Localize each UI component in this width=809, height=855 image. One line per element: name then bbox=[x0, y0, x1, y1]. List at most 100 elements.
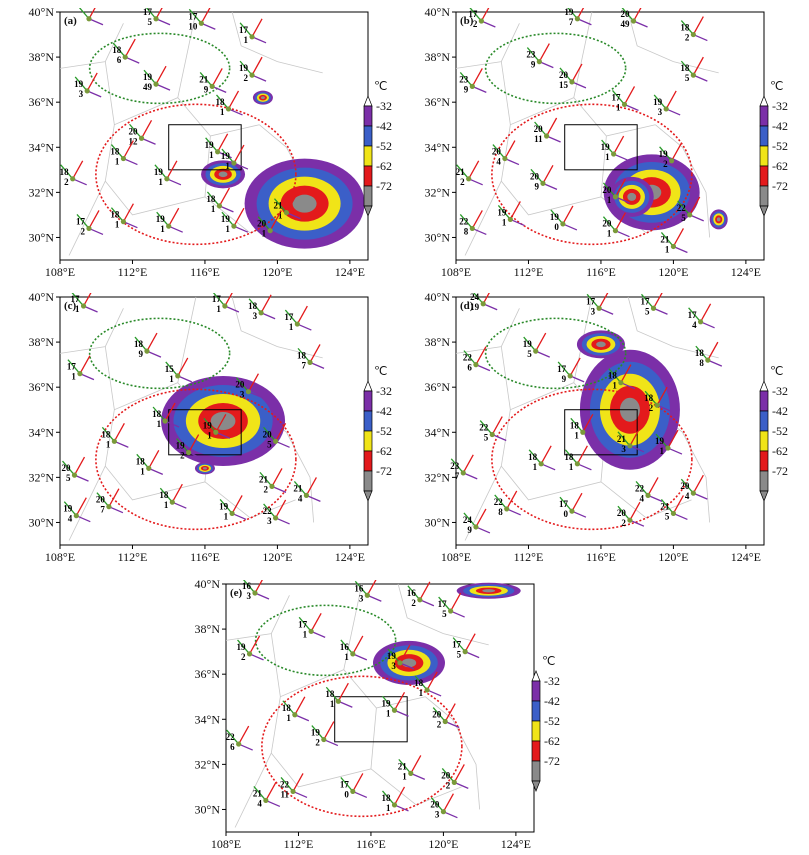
colorbar-segment bbox=[363, 185, 373, 207]
station-marker bbox=[663, 106, 669, 112]
station-dewpoint-depression: 10 bbox=[188, 21, 198, 31]
station-dewpoint-depression: 1 bbox=[402, 771, 407, 781]
station: 182 bbox=[680, 16, 708, 43]
red-dotted-contour bbox=[491, 388, 693, 531]
wind-barb-mid bbox=[564, 449, 578, 465]
station-dewpoint-depression: 9 bbox=[464, 84, 469, 94]
station-dewpoint-depression: 5 bbox=[665, 511, 670, 521]
station-dewpoint-depression: 1 bbox=[169, 374, 174, 384]
station-dewpoint-depression: 1 bbox=[419, 688, 424, 698]
station-marker bbox=[86, 16, 92, 22]
wind-barb-low bbox=[122, 203, 134, 222]
colorbar-tick-label: -62 bbox=[376, 444, 392, 458]
province-boundary bbox=[104, 296, 197, 411]
station-marker bbox=[303, 492, 309, 498]
station-dewpoint-depression: 1 bbox=[207, 430, 212, 440]
wind-barb-low bbox=[562, 205, 574, 225]
wind-barb-low bbox=[79, 355, 91, 374]
station-marker bbox=[596, 305, 602, 311]
wind-barb-low bbox=[108, 488, 120, 507]
wind-barb-low bbox=[217, 133, 229, 153]
station-dewpoint-depression: 2 bbox=[411, 598, 416, 608]
wind-barb-mid bbox=[559, 67, 573, 83]
station-dewpoint-depression: 1 bbox=[386, 803, 391, 813]
station-marker bbox=[236, 741, 242, 747]
station: 215 bbox=[660, 495, 688, 521]
wind-barb-mid bbox=[680, 20, 694, 35]
station-marker bbox=[120, 155, 127, 162]
green-dotted-contour bbox=[484, 317, 627, 390]
province-boundary bbox=[225, 595, 290, 641]
station-marker bbox=[231, 160, 237, 166]
wind-barb-mid bbox=[586, 293, 600, 309]
station-temperature: 20 bbox=[602, 219, 612, 229]
x-tick-label: 116°E bbox=[586, 550, 616, 564]
red-dotted-contour bbox=[95, 388, 297, 531]
station-marker bbox=[391, 707, 398, 713]
station-temperature: 20 bbox=[257, 219, 267, 229]
wind-barb-mid bbox=[382, 695, 395, 711]
station-temperature: 18 bbox=[136, 456, 146, 466]
y-tick-label: 40°N bbox=[425, 8, 451, 19]
station: 237 bbox=[450, 454, 478, 481]
station-temperature: 18 bbox=[528, 452, 538, 462]
station-marker bbox=[80, 303, 87, 309]
station-temperature: 18 bbox=[282, 703, 292, 713]
station: 186 bbox=[112, 38, 140, 65]
station: 219 bbox=[199, 68, 227, 94]
wind-barb-low bbox=[251, 18, 263, 38]
analysis-box bbox=[564, 124, 638, 171]
wind-barb-mid bbox=[655, 433, 669, 449]
station-marker bbox=[569, 508, 575, 514]
wind-barb-mid bbox=[492, 144, 506, 159]
wind-barb-mid bbox=[293, 480, 307, 496]
wind-barb-mid bbox=[559, 496, 573, 512]
province-boundary bbox=[231, 11, 323, 74]
wind-barb-mid bbox=[221, 211, 235, 227]
wind-barb-low bbox=[491, 416, 503, 435]
station-temperature: 19 bbox=[387, 651, 397, 661]
x-tick-label: 124°E bbox=[335, 265, 365, 279]
station: 181 bbox=[110, 203, 138, 230]
station-marker bbox=[215, 149, 221, 155]
wind-barb-mid bbox=[129, 123, 143, 139]
station-marker bbox=[670, 243, 677, 250]
wind-barb-mid bbox=[387, 648, 401, 664]
station-temperature: 19 bbox=[550, 212, 560, 222]
wind-barb-mid bbox=[430, 797, 444, 813]
station-dewpoint-depression: 8 bbox=[699, 358, 704, 368]
colorbar-mid-left: ℃ -32 -42 -52 -62 -72 bbox=[363, 365, 392, 502]
wind-barb-mid bbox=[550, 209, 564, 225]
station-dewpoint-depression: 15 bbox=[559, 80, 569, 90]
wind-barb-low bbox=[224, 293, 233, 307]
y-tick-label: 40°N bbox=[29, 293, 55, 304]
green-dotted-contour bbox=[484, 32, 627, 105]
wind-barb-mid bbox=[601, 139, 615, 155]
colorbar-segment bbox=[363, 410, 373, 432]
station-temperature: 19 bbox=[219, 501, 229, 511]
station: 193 bbox=[387, 644, 415, 671]
station: 171 bbox=[298, 613, 326, 639]
wind-barb-mid bbox=[438, 596, 452, 612]
station: 185 bbox=[680, 56, 708, 83]
station-dewpoint-depression: 1 bbox=[224, 511, 229, 521]
wind-barb-low bbox=[88, 210, 100, 229]
station: 224 bbox=[635, 477, 663, 503]
wind-barb-low bbox=[352, 635, 364, 655]
wind-barb-low bbox=[656, 386, 668, 406]
station-temperature: 17 bbox=[298, 619, 308, 629]
wind-barb-mid bbox=[101, 426, 115, 442]
station-marker bbox=[502, 155, 508, 162]
panel-label: (a) bbox=[64, 15, 77, 27]
station: 181 bbox=[101, 422, 129, 449]
wind-barb-mid bbox=[463, 512, 477, 528]
station-dewpoint-depression: 5 bbox=[442, 609, 447, 619]
station-temperature: 22 bbox=[459, 216, 469, 226]
station-temperature: 20 bbox=[534, 124, 544, 134]
wind-barb-low bbox=[275, 499, 287, 519]
station-temperature: 19 bbox=[143, 72, 153, 82]
station-marker bbox=[480, 301, 486, 307]
wind-barb-low bbox=[546, 117, 558, 137]
wind-barb-mid bbox=[152, 406, 166, 422]
